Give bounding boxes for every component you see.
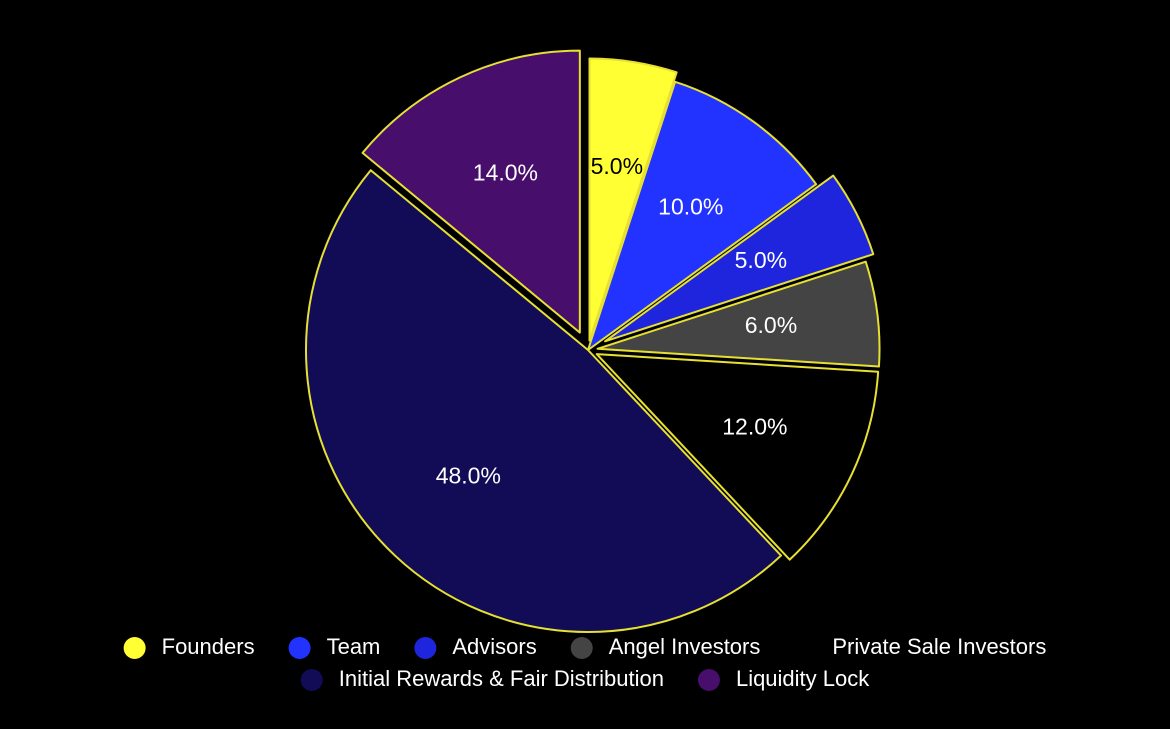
legend-item-liquidity-lock: Liquidity Lock: [697, 666, 870, 691]
legend-item-private-sale-investors: Private Sale Investors: [794, 634, 1046, 659]
pie-slice-private-sale-investors: [595, 353, 880, 561]
legend-marker-liquidity-lock: [697, 669, 720, 691]
slice-label-founders: 5.0%: [591, 153, 643, 179]
legend-item-initial-rewards-and-fair-distribution: Initial Rewards & Fair Distribution: [300, 666, 664, 691]
pie-slice-angel-investors: [596, 260, 881, 368]
legend-item-advisors: Advisors: [414, 634, 537, 659]
pie-slice-liquidity-lock: [361, 49, 581, 334]
pie-slice-advisors: [604, 174, 875, 343]
slice-label-advisors: 5.0%: [735, 247, 787, 273]
pie-slice-labels: 5.0% 10.0% 5.0% 6.0% 12.0% 48.0% 14.0%: [436, 153, 797, 489]
legend: Founders Team Advisors Angel Investors Priva…: [123, 634, 1046, 691]
slice-label-angel-investors: 6.0%: [745, 312, 797, 338]
legend-marker-advisors: [414, 637, 437, 659]
legend-item-founders: Founders: [123, 634, 255, 659]
slice-label-initial-rewards-and-fair-distribution: 48.0%: [436, 463, 501, 489]
pie-slices: [304, 49, 881, 633]
slice-label-liquidity-lock: 14.0%: [473, 160, 538, 186]
legend-marker-angel-investors: [570, 637, 593, 659]
legend-marker-private-sale-investors: [794, 637, 817, 659]
legend-marker-initial-rewards-and-fair-distribution: [300, 669, 323, 691]
pie-slice-founders: [588, 57, 678, 342]
legend-item-team: Team: [288, 634, 381, 659]
legend-label-founders: Founders: [162, 634, 255, 659]
legend-label-initial-rewards-and-fair-distribution: Initial Rewards & Fair Distribution: [339, 666, 664, 691]
slice-label-team: 10.0%: [658, 194, 723, 220]
legend-marker-team: [288, 637, 311, 659]
legend-marker-founders: [123, 637, 146, 659]
pie-slice-team: [587, 80, 818, 351]
legend-label-private-sale-investors: Private Sale Investors: [832, 634, 1046, 659]
slice-label-private-sale-investors: 12.0%: [722, 414, 787, 440]
legend-label-team: Team: [327, 634, 381, 659]
legend-label-advisors: Advisors: [452, 634, 536, 659]
legend-label-angel-investors: Angel Investors: [609, 634, 761, 659]
pie-slice-initial-rewards-and-fair-distribution: [304, 169, 783, 633]
legend-label-liquidity-lock: Liquidity Lock: [736, 666, 870, 691]
legend-item-angel-investors: Angel Investors: [570, 634, 761, 659]
